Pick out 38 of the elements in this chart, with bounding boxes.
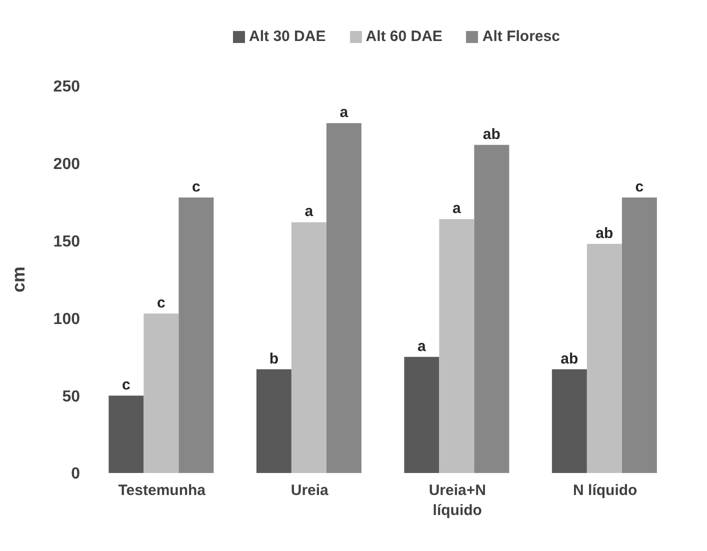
y-tick-label: 0 [71,466,80,483]
legend-label: Alt 30 DAE [249,28,326,45]
bar [439,219,474,473]
data-label: a [304,203,314,220]
x-tick-label: Ureia+N líquido [428,482,486,519]
bar [404,356,440,473]
data-label: c [635,178,644,196]
data-label: b [269,350,279,368]
bar [474,144,510,473]
data-label: c [157,294,166,312]
y-tick-label: 150 [53,233,80,250]
bar [256,369,292,473]
bar [326,123,362,473]
x-tick-label: Testemunha [118,482,206,499]
y-tick-label: 100 [53,310,80,328]
bar [178,197,214,473]
data-label: ab [482,126,500,143]
data-label: a [340,104,349,122]
y-tick-label: 250 [53,78,80,96]
data-label: a [418,338,427,355]
data-label: ab [560,350,578,368]
y-axis-title: cm [8,266,28,293]
data-label: ab [596,224,614,242]
bar [144,314,179,473]
bar [622,197,657,473]
bar [552,369,587,473]
bar [108,396,144,473]
legend-label: Alt Floresc [482,28,560,45]
legend-label: Alt 60 DAE [366,28,442,45]
data-label: c [122,376,130,394]
data-label: a [452,200,462,218]
data-label: c [192,178,200,196]
bar [586,244,622,473]
x-tick-label: N líquido [573,482,638,499]
y-tick-label: 50 [62,388,80,406]
y-tick-label: 200 [53,156,80,174]
x-tick-label: Ureia [290,482,330,499]
bar [291,222,326,473]
